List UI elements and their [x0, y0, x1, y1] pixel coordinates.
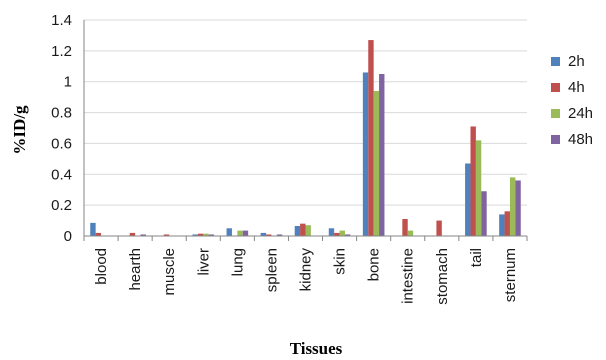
category-label: stomach: [434, 248, 451, 305]
y-tick-labels: 0 0.2 0.4 0.6 0.8 1 1.2 1.4: [51, 12, 72, 245]
y-tick-label: 0: [64, 228, 72, 245]
legend-label: 2h: [568, 53, 585, 70]
bar-24h-sternum: [509, 177, 516, 236]
bar-24h-bone: [373, 90, 380, 236]
category-label: lung: [229, 248, 246, 276]
bars: [90, 40, 521, 236]
gridlines: [84, 19, 527, 206]
legend-label: 4h: [568, 79, 585, 96]
category-label: spleen: [263, 248, 280, 292]
bar-24h-tail: [475, 140, 482, 236]
bar-4h-intestine: [402, 219, 408, 236]
y-tick-label: 0.4: [51, 166, 72, 183]
bar-48h-sternum: [515, 180, 521, 236]
category-label: hearth: [127, 248, 144, 291]
legend: 2h 4h 24h 48h: [551, 53, 593, 148]
legend-label: 24h: [568, 105, 593, 122]
legend-label: 48h: [568, 131, 593, 148]
bar-2h-skin: [328, 228, 335, 236]
bar-4h-skin: [334, 232, 340, 236]
y-tick-label: 1.4: [51, 12, 72, 29]
category-label: skin: [332, 248, 349, 275]
y-axis-title: %ID/g: [10, 105, 29, 155]
bar-2h-sternum: [499, 214, 505, 236]
y-tick-label: 1.2: [51, 43, 72, 60]
bar-48h-bone: [379, 74, 385, 236]
category-label: kidney: [298, 248, 315, 292]
bar-4h-blood: [95, 232, 102, 236]
bar-2h-liver: [192, 234, 198, 236]
bar-4h-tail: [470, 126, 476, 236]
bar-2h-kidney: [294, 225, 301, 236]
bar-4h-hearth: [129, 232, 136, 236]
bar-4h-spleen: [266, 234, 272, 236]
bar-2h-bone: [362, 72, 369, 236]
bar-2h-spleen: [260, 232, 267, 236]
x-axis-title: Tissues: [290, 339, 343, 358]
category-label: intestine: [400, 248, 417, 304]
y-tick-label: 0.8: [51, 105, 72, 122]
bar-24h-kidney: [305, 225, 311, 236]
bar-48h-liver: [208, 234, 215, 236]
y-tick-label: 0.6: [51, 135, 72, 152]
y-tick-label: 1: [64, 74, 72, 91]
category-label: blood: [93, 248, 110, 285]
legend-swatch-24h: [551, 109, 560, 118]
bar-24h-intestine: [407, 230, 414, 236]
bar-24h-liver: [203, 233, 209, 236]
bar-48h-hearth: [140, 234, 146, 236]
bar-2h-blood: [90, 222, 96, 236]
category-label: tail: [468, 248, 485, 267]
bar-4h-kidney: [300, 223, 306, 236]
bar-4h-bone: [368, 40, 374, 236]
bar-4h-liver: [197, 233, 204, 236]
category-label: liver: [195, 248, 212, 276]
bar-24h-lung: [237, 230, 243, 236]
bar-24h-skin: [339, 230, 345, 236]
y-tick-label: 0.2: [51, 197, 72, 214]
bar-48h-tail: [481, 191, 487, 236]
legend-swatch-4h: [551, 83, 560, 92]
bar-48h-spleen: [276, 234, 283, 236]
bar-4h-muscle: [163, 234, 170, 236]
category-label: sternum: [502, 248, 519, 302]
bar-48h-skin: [344, 234, 351, 236]
x-tick-marks: [83, 236, 528, 241]
category-label: bone: [366, 248, 383, 281]
bar-2h-tail: [465, 163, 471, 236]
category-labels: blood hearth muscle liver lung spleen kidney sk…: [93, 248, 519, 305]
bar-4h-stomach: [436, 220, 442, 236]
category-label: muscle: [161, 248, 178, 296]
legend-swatch-48h: [551, 135, 560, 144]
bar-2h-lung: [226, 228, 232, 236]
bar-48h-lung: [242, 230, 249, 236]
legend-swatch-2h: [551, 57, 560, 66]
bar-4h-sternum: [504, 211, 510, 236]
